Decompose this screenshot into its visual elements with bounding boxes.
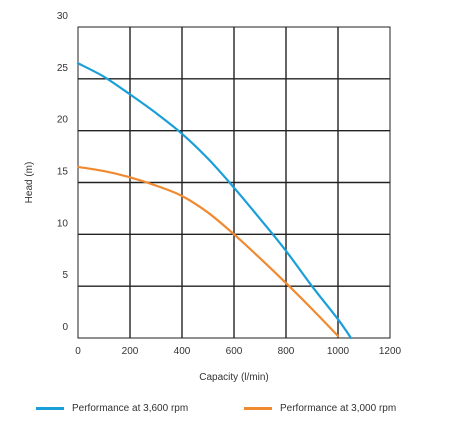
grid-layer: [77, 26, 391, 339]
x-tick-label: 200: [122, 346, 139, 357]
x-tick-label: 0: [75, 346, 81, 357]
legend-swatch-3000: [244, 406, 272, 410]
x-tick-label: 600: [226, 346, 243, 357]
legend-label-3000: Performance at 3,000 rpm: [280, 402, 397, 414]
y-axis-title: Head (m): [24, 162, 35, 204]
y-tick-label: 25: [57, 63, 69, 74]
tick-layer: 0 200 400 600 800 1000 1200 0 5 10 15 20 25 30: [57, 11, 402, 357]
x-tick-label: 800: [278, 346, 295, 357]
y-tick-label: 5: [62, 270, 68, 281]
legend: Performance at 3,600 rpm Performance at …: [0, 398, 456, 418]
y-tick-label: 15: [57, 167, 69, 178]
x-tick-label: 1200: [379, 346, 402, 357]
y-tick-label: 10: [57, 218, 69, 229]
legend-item-3600: Performance at 3,600 rpm: [36, 398, 188, 418]
y-tick-label: 20: [57, 115, 69, 126]
legend-item-3000: Performance at 3,000 rpm: [244, 398, 396, 418]
legend-label-3600: Performance at 3,600 rpm: [72, 402, 189, 414]
y-tick-label: 30: [57, 11, 69, 22]
x-axis-title: Capacity (l/min): [199, 372, 268, 383]
series-layer: [76, 62, 353, 340]
y-tick-label: 0: [62, 322, 68, 333]
x-tick-label: 400: [174, 346, 191, 357]
series-line-1: [76, 165, 340, 338]
legend-swatch-3600: [36, 406, 64, 410]
x-tick-label: 1000: [327, 346, 350, 357]
series-line-0: [76, 62, 353, 340]
